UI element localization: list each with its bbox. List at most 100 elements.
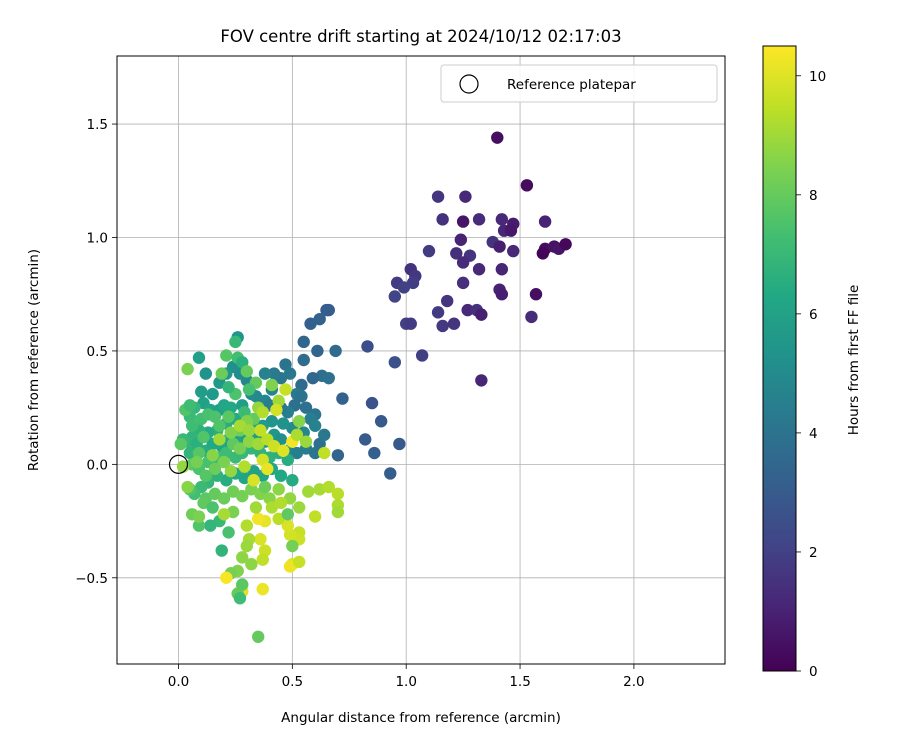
data-point-12 [454, 233, 468, 246]
data-point-159 [286, 474, 299, 487]
data-point-66 [297, 353, 310, 367]
colorbar-label: Hours from first FF file [846, 285, 862, 436]
data-point-0 [491, 131, 504, 144]
data-point-204 [240, 519, 253, 532]
data-point-68 [322, 371, 335, 385]
data-point-200 [251, 512, 265, 526]
data-point-289 [270, 403, 283, 417]
chart-title: FOV centre drift starting at 2024/10/12 … [220, 27, 621, 46]
legend: Reference platepar [440, 64, 718, 103]
data-point-254 [277, 444, 290, 457]
colorbar: 0 2 4 6 8 10 Hours from first FF file [762, 45, 862, 680]
data-point-257 [290, 428, 304, 442]
data-point-62 [304, 317, 317, 330]
data-point-15 [422, 244, 436, 258]
data-point-14 [493, 240, 506, 253]
data-point-285 [206, 501, 219, 514]
data-point-286 [245, 557, 258, 571]
data-point-222 [192, 519, 206, 532]
data-point-4 [436, 213, 449, 226]
data-point-31 [397, 281, 411, 294]
data-point-130 [318, 428, 331, 442]
data-point-243 [256, 405, 269, 419]
data-point-249 [233, 442, 247, 455]
data-point-73 [283, 367, 297, 380]
data-point-41 [475, 308, 488, 321]
data-point-232 [215, 367, 228, 380]
data-point-267 [247, 474, 260, 487]
data-point-160 [274, 469, 288, 482]
data-point-77 [299, 401, 313, 414]
data-point-65 [329, 344, 342, 358]
data-point-218 [215, 544, 228, 557]
data-point-22 [559, 238, 572, 251]
data-point-176 [236, 489, 249, 503]
data-point-237 [240, 365, 253, 378]
x-tick-label-2: 1.0 [395, 674, 416, 690]
data-point-141 [185, 419, 199, 432]
data-point-60 [322, 303, 335, 317]
data-point-275 [213, 433, 226, 446]
data-point-131 [308, 419, 322, 432]
legend-box [440, 64, 718, 103]
x-axis-ticks: 0.0 0.5 1.0 1.5 2.0 [168, 664, 645, 690]
data-point-32 [456, 276, 470, 290]
data-point-256 [292, 415, 306, 428]
data-point-50 [388, 356, 402, 369]
data-point-25 [495, 263, 509, 276]
data-point-9 [538, 215, 552, 228]
data-point-174 [217, 492, 231, 505]
data-point-54 [368, 446, 381, 460]
data-point-180 [272, 483, 285, 496]
data-point-69 [306, 371, 320, 385]
legend-marker-reference [459, 74, 479, 94]
data-point-288 [286, 539, 299, 553]
data-point-282 [249, 501, 263, 514]
data-point-33 [388, 290, 402, 303]
data-point-260 [279, 383, 292, 396]
data-point-246 [222, 410, 235, 423]
data-point-7 [495, 213, 509, 226]
colorbar-tick-label-5: 10 [809, 69, 826, 85]
data-point-46 [404, 317, 417, 330]
data-point-48 [475, 374, 488, 387]
data-point-271 [208, 462, 222, 476]
data-point-193 [281, 519, 294, 532]
data-point-226 [181, 480, 194, 494]
data-point-75 [295, 390, 308, 403]
data-point-49 [361, 340, 374, 353]
data-point-235 [229, 335, 242, 349]
data-point-2 [431, 190, 445, 203]
data-point-83 [258, 367, 272, 380]
data-point-6 [472, 213, 486, 226]
data-point-206 [240, 539, 253, 553]
data-point-183 [302, 485, 315, 498]
y-tick-label-0: −0.5 [75, 571, 108, 587]
data-point-95 [206, 387, 219, 401]
data-point-272 [199, 469, 213, 482]
y-tick-label-4: 1.5 [87, 117, 108, 133]
data-point-185 [322, 480, 335, 494]
colorbar-tick-label-2: 4 [809, 426, 818, 442]
x-tick-label-0: 0.0 [168, 674, 189, 690]
data-point-96 [199, 367, 213, 380]
data-point-230 [183, 399, 197, 412]
data-point-216 [251, 630, 265, 643]
data-point-269 [224, 464, 238, 478]
data-point-284 [217, 508, 231, 521]
data-point-53 [359, 433, 372, 446]
data-point-55 [393, 437, 406, 451]
data-point-44 [447, 317, 461, 330]
data-point-214 [236, 578, 249, 591]
colorbar-ticks: 0 2 4 6 8 10 [796, 69, 826, 680]
data-point-258 [299, 435, 313, 448]
data-point-1 [520, 179, 534, 192]
data-point-56 [384, 467, 397, 480]
data-point-145 [197, 430, 210, 444]
colorbar-tick-label-1: 2 [809, 545, 818, 561]
data-point-37 [440, 294, 454, 308]
data-point-39 [461, 303, 474, 317]
data-point-43 [436, 319, 449, 333]
data-point-47 [415, 349, 429, 362]
